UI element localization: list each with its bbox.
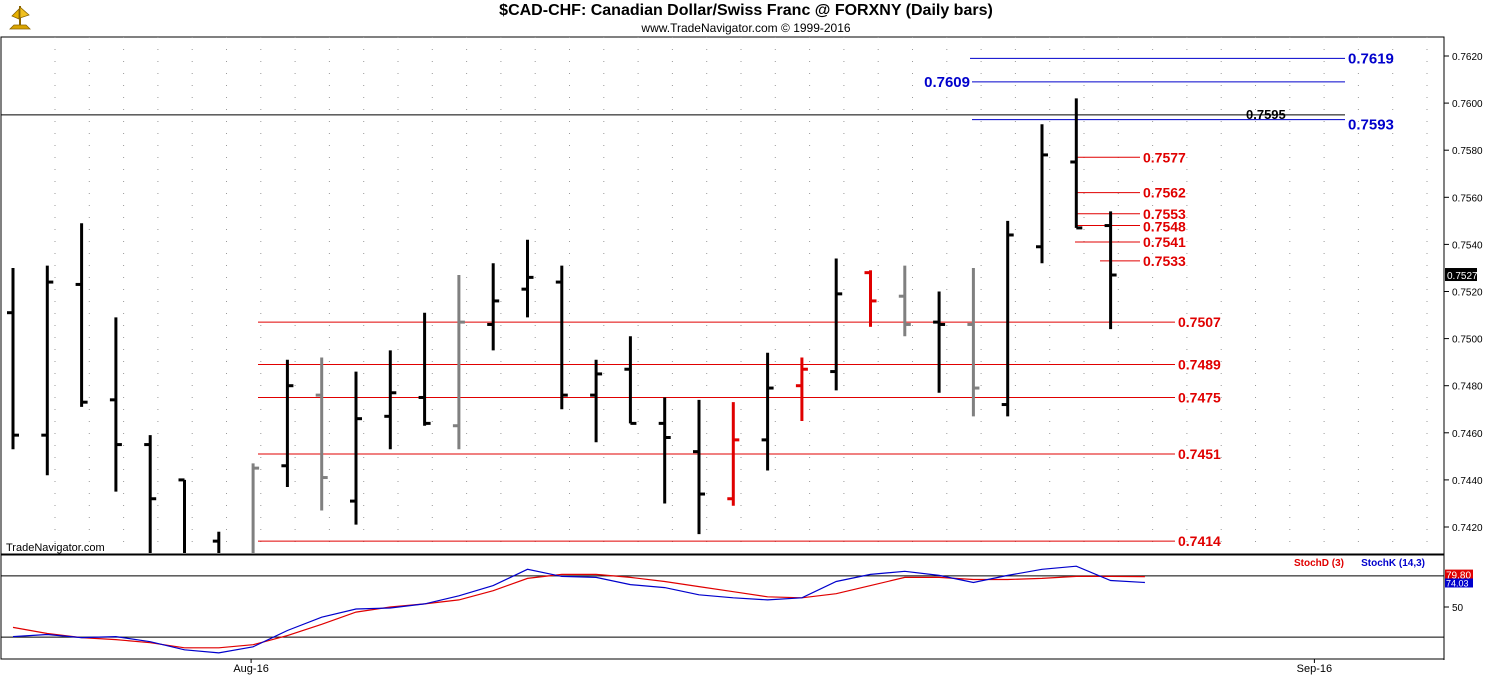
ohlc-bar — [933, 291, 946, 393]
ohlc-bar — [590, 359, 603, 443]
ohlc-bar — [350, 371, 362, 525]
chart-subtitle: www.TradeNavigator.com © 1999-2016 — [641, 21, 851, 35]
watermark: TradeNavigator.com — [6, 542, 105, 554]
stochastic-pane-border — [0, 554, 1445, 660]
ohlc-bar — [75, 223, 88, 407]
ohlc-bar — [795, 357, 808, 422]
stochastic-y-tick-label: 50 — [1452, 603, 1464, 614]
price-level-label: 0.7475 — [1178, 389, 1221, 405]
date-axis: Aug-16 Sep-16 — [233, 659, 1332, 675]
ohlc-bar — [1001, 220, 1014, 417]
y-tick-label: 0.7620 — [1452, 52, 1483, 63]
ohlc-bar — [452, 275, 465, 450]
ohlc-bar — [281, 359, 294, 487]
ohlc-bar — [212, 531, 221, 553]
ohlc-bar — [898, 265, 911, 337]
ohlc-bar — [830, 258, 843, 391]
trade-navigator-logo-icon — [9, 6, 31, 30]
y-tick-label: 0.7560 — [1452, 193, 1483, 204]
price-axis: 0.7620 0.7600 0.7580 0.7560 0.7540 0.7520 0.75… — [1444, 52, 1483, 534]
price-level-label: 0.7533 — [1143, 253, 1186, 269]
ohlc-bar — [761, 352, 774, 471]
stochk-last-value: 74.03 — [1446, 578, 1469, 588]
price-level-label: 0.7548 — [1143, 219, 1186, 235]
ohlc-bar — [521, 239, 534, 318]
ohlc-bar — [109, 317, 122, 492]
y-tick-label: 0.7580 — [1452, 146, 1483, 157]
y-tick-label: 0.7600 — [1452, 99, 1483, 110]
y-tick-label: 0.7540 — [1452, 240, 1483, 251]
price-level-label: 0.7414 — [1178, 533, 1221, 549]
price-level-label: 0.7619 — [1348, 50, 1394, 67]
legend-stochd: StochD (3) — [1294, 558, 1344, 569]
last-price-label: 0.7527 — [1447, 271, 1478, 282]
price-level-label: 0.7609 — [924, 74, 970, 91]
ohlc-bar — [1036, 124, 1048, 264]
ohlc-bar — [418, 312, 431, 426]
stochd-last-badge — [1445, 569, 1473, 581]
ohlc-bar — [1104, 211, 1117, 330]
x-tick-label: Sep-16 — [1297, 663, 1332, 675]
y-tick-label: 0.7440 — [1452, 476, 1483, 487]
last-price-badge — [1445, 268, 1477, 282]
ohlc-bar — [727, 402, 740, 506]
price-level-label: 0.7577 — [1143, 149, 1186, 165]
y-tick-label: 0.7520 — [1452, 288, 1483, 299]
ohlc-bar — [41, 265, 54, 476]
ohlc-bar — [624, 336, 637, 425]
price-level-label: 0.7562 — [1143, 185, 1186, 201]
y-tick-label: 0.7420 — [1452, 523, 1483, 534]
ohlc-bar — [251, 463, 260, 553]
price-level-label: 0.7595 — [1246, 107, 1286, 122]
ohlc-bar — [693, 399, 705, 535]
price-level-label: 0.7451 — [1178, 446, 1221, 462]
ohlc-bar — [315, 357, 328, 511]
y-tick-label: 0.7460 — [1452, 429, 1483, 440]
y-tick-label: 0.7480 — [1452, 382, 1483, 393]
ohlc-bar — [864, 270, 877, 327]
price-level-label: 0.7489 — [1178, 357, 1221, 373]
ohlc-bar — [7, 267, 19, 450]
legend-stochk: StochK (14,3) — [1361, 558, 1425, 569]
price-pane-border — [0, 36, 1445, 555]
ohlc-bar — [658, 397, 671, 504]
price-bars — [7, 98, 1117, 553]
ohlc-bar — [555, 265, 568, 410]
price-level-label: 0.7541 — [1143, 234, 1186, 250]
stochd-last-value: 79.80 — [1446, 571, 1471, 582]
y-tick-label: 0.7500 — [1452, 335, 1483, 346]
ohlc-bar — [487, 263, 500, 351]
chart-title: $CAD-CHF: Canadian Dollar/Swiss Franc @ … — [499, 2, 993, 19]
price-levels: 0.7619 0.7609 0.7593 0.7595 0.7577 0.7562 0.75… — [1, 50, 1394, 549]
stochk-last-badge — [1445, 578, 1473, 588]
ohlc-bar — [384, 350, 397, 450]
price-level-label: 0.7593 — [1348, 117, 1394, 134]
x-tick-label: Aug-16 — [233, 663, 268, 675]
ohlc-bar — [144, 435, 157, 553]
ohlc-bar — [967, 267, 980, 417]
stochk-line — [12, 565, 1145, 654]
ohlc-bar — [178, 478, 186, 553]
price-level-label: 0.7507 — [1178, 314, 1221, 330]
ohlc-bar — [1070, 98, 1083, 230]
price-level-label: 0.7553 — [1143, 206, 1186, 222]
